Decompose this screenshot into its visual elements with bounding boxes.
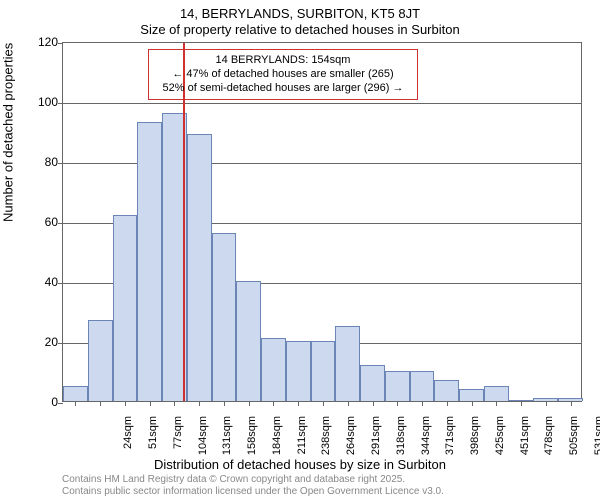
histogram-bar	[335, 326, 360, 401]
xtick-label: 505sqm	[568, 416, 580, 466]
ytick-mark	[58, 163, 63, 164]
xtick-label: 184sqm	[271, 416, 283, 466]
xtick-mark	[496, 401, 497, 406]
callout-line: 52% of semi-detached houses are larger (…	[155, 82, 411, 96]
histogram-bar	[88, 320, 113, 401]
histogram-bar	[261, 338, 286, 401]
gridline	[63, 103, 581, 104]
xtick-mark	[521, 401, 522, 406]
histogram-bar	[137, 122, 162, 401]
ytick-mark	[58, 223, 63, 224]
xtick-label: 318sqm	[395, 416, 407, 466]
ytick-label: 120	[18, 35, 58, 49]
xtick-mark	[397, 401, 398, 406]
xtick-label: 451sqm	[519, 416, 531, 466]
ytick-mark	[58, 43, 63, 44]
chart-title-line1: 14, BERRYLANDS, SURBITON, KT5 8JT	[0, 6, 600, 21]
xtick-mark	[174, 401, 175, 406]
xtick-mark	[348, 401, 349, 406]
ytick-mark	[58, 283, 63, 284]
ytick-label: 40	[18, 275, 58, 289]
xtick-label: 371sqm	[444, 416, 456, 466]
xtick-label: 211sqm	[296, 416, 308, 466]
xtick-label: 131sqm	[221, 416, 233, 466]
callout-line: 14 BERRYLANDS: 154sqm	[155, 54, 411, 68]
chart-plot-area: 14 BERRYLANDS: 154sqm← 47% of detached h…	[62, 42, 582, 402]
xtick-label: 24sqm	[122, 416, 134, 466]
histogram-bar	[236, 281, 261, 401]
ytick-label: 100	[18, 95, 58, 109]
ytick-mark	[58, 403, 63, 404]
xtick-label: 77sqm	[172, 416, 184, 466]
histogram-bar	[360, 365, 385, 401]
xtick-mark	[472, 401, 473, 406]
xtick-mark	[422, 401, 423, 406]
attribution-text: Contains HM Land Registry data © Crown c…	[62, 474, 444, 498]
ytick-label: 80	[18, 155, 58, 169]
xtick-label: 425sqm	[494, 416, 506, 466]
ytick-mark	[58, 103, 63, 104]
histogram-bar	[459, 389, 484, 401]
ytick-label: 20	[18, 335, 58, 349]
ytick-mark	[58, 343, 63, 344]
attribution-line1: Contains HM Land Registry data © Crown c…	[62, 474, 444, 486]
xtick-label: 264sqm	[345, 416, 357, 466]
xtick-mark	[199, 401, 200, 406]
xtick-mark	[249, 401, 250, 406]
xtick-mark	[100, 401, 101, 406]
xtick-label: 398sqm	[469, 416, 481, 466]
chart-title-line2: Size of property relative to detached ho…	[0, 22, 600, 37]
histogram-bar	[286, 341, 311, 401]
xtick-label: 104sqm	[197, 416, 209, 466]
xtick-label: 478sqm	[543, 416, 555, 466]
histogram-bar	[212, 233, 237, 401]
xtick-mark	[323, 401, 324, 406]
histogram-bar	[311, 341, 336, 401]
xtick-mark	[298, 401, 299, 406]
xtick-mark	[373, 401, 374, 406]
ytick-label: 60	[18, 215, 58, 229]
y-axis-label: Number of detached properties	[1, 43, 16, 222]
histogram-bar	[385, 371, 410, 401]
xtick-label: 158sqm	[246, 416, 258, 466]
histogram-bar	[63, 386, 88, 401]
xtick-label: 531sqm	[593, 416, 600, 466]
histogram-bar	[410, 371, 435, 401]
xtick-label: 291sqm	[370, 416, 382, 466]
histogram-bar	[484, 386, 509, 401]
xtick-mark	[150, 401, 151, 406]
xtick-mark	[571, 401, 572, 406]
xtick-label: 238sqm	[320, 416, 332, 466]
xtick-mark	[75, 401, 76, 406]
xtick-label: 51sqm	[147, 416, 159, 466]
ytick-label: 0	[18, 395, 58, 409]
histogram-bar	[187, 134, 212, 401]
callout-box: 14 BERRYLANDS: 154sqm← 47% of detached h…	[148, 49, 418, 100]
xtick-mark	[447, 401, 448, 406]
histogram-bar	[113, 215, 138, 401]
xtick-mark	[125, 401, 126, 406]
xtick-label: 344sqm	[420, 416, 432, 466]
xtick-mark	[273, 401, 274, 406]
xtick-mark	[224, 401, 225, 406]
xtick-mark	[546, 401, 547, 406]
attribution-line2: Contains public sector information licen…	[62, 486, 444, 498]
callout-line: ← 47% of detached houses are smaller (26…	[155, 68, 411, 82]
histogram-bar	[434, 380, 459, 401]
